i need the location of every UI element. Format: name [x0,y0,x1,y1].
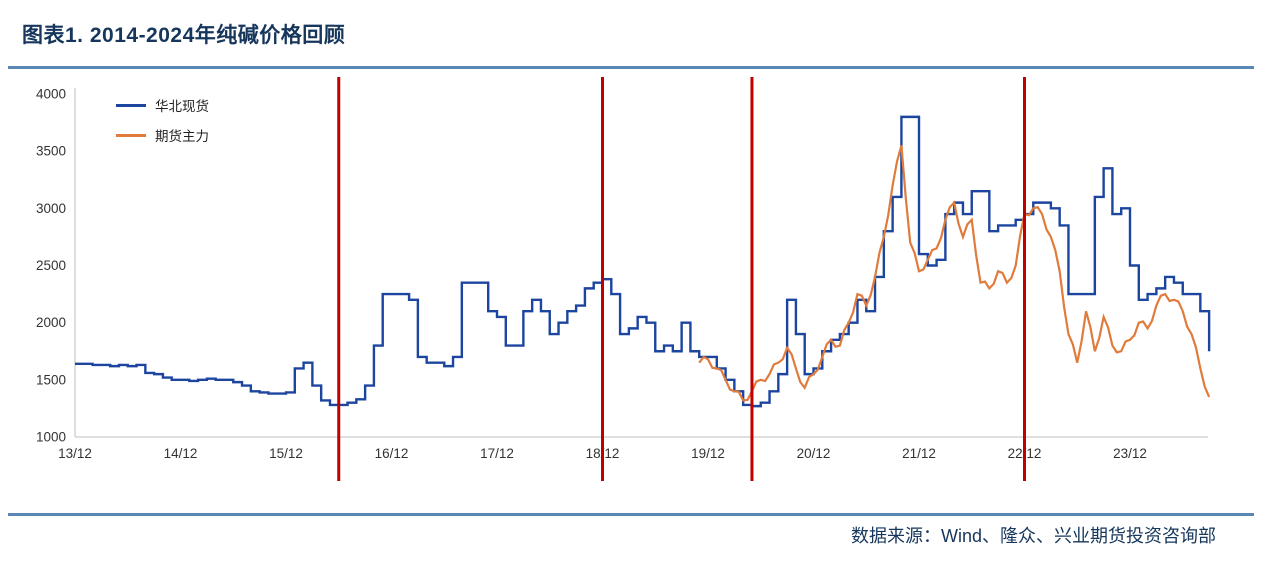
chart-legend: 华北现货 期货主力 [116,95,209,145]
price-chart: 1000 1500 2000 2500 3000 3500 4000 13/12 14/12 15… [36,77,1211,481]
y-tick-label: 1000 [36,430,66,445]
x-tick-label: 13/12 [58,446,92,461]
x-tick-label: 16/12 [375,446,409,461]
legend-item-spot: 华北现货 [116,95,209,115]
y-tick-label: 2500 [36,258,66,273]
x-tick-label: 20/12 [797,446,831,461]
x-tick-label: 19/12 [691,446,725,461]
x-tick-label: 17/12 [480,446,514,461]
y-tick-label: 1500 [36,372,66,387]
x-tick-label: 14/12 [164,446,198,461]
futures-series-line [698,145,1211,402]
bottom-divider [8,513,1254,516]
chart-area: 1000 1500 2000 2500 3000 3500 4000 13/12 14/12 15… [0,69,1262,499]
y-tick-label: 2000 [36,315,66,330]
spot-legend-label: 华北现货 [155,99,209,114]
y-tick-label: 3000 [36,201,66,216]
top-divider [8,66,1254,69]
futures-line-swatch [116,133,146,137]
futures-legend-label: 期货主力 [155,129,209,144]
spot-series-line [75,115,1211,408]
data-source: 数据来源：Wind、隆众、兴业期货投资咨询部 [850,526,1216,546]
chart-title: 图表1. 2014-2024年纯碱价格回顾 [22,24,346,47]
y-tick-label: 3500 [36,144,66,159]
spot-line-swatch [116,103,146,107]
x-tick-label: 21/12 [902,446,936,461]
x-tick-label: 15/12 [269,446,303,461]
y-tick-label: 4000 [36,87,66,102]
x-tick-label: 23/12 [1113,446,1147,461]
legend-item-futures: 期货主力 [116,125,209,145]
